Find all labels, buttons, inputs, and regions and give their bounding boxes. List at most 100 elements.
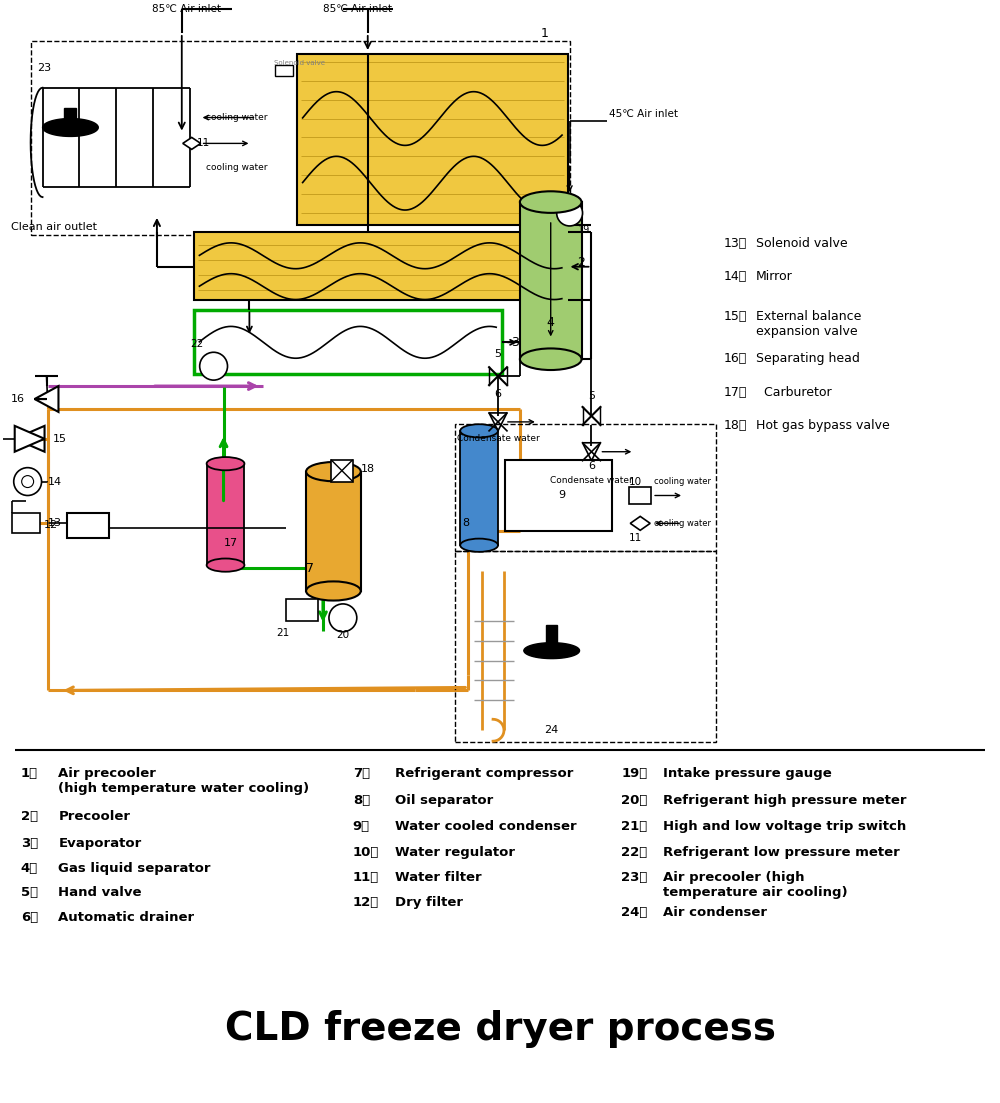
Text: 17: 17 [224, 538, 238, 548]
Polygon shape [35, 386, 58, 411]
Ellipse shape [306, 581, 361, 600]
Text: 22，: 22， [621, 846, 648, 858]
Text: CLD freeze dryer process: CLD freeze dryer process [225, 1009, 776, 1048]
Text: cooling water: cooling water [654, 478, 711, 486]
Text: 13、: 13、 [724, 237, 747, 250]
Bar [520, 202, 582, 360]
Text: cooling water: cooling water [206, 163, 267, 172]
Text: 23，: 23， [621, 871, 648, 885]
Text: 4: 4 [547, 315, 555, 329]
Bar [67, 513, 109, 538]
Text: 3: 3 [511, 335, 519, 349]
Text: 11: 11 [629, 533, 643, 544]
Polygon shape [43, 128, 98, 137]
Bar [286, 599, 318, 621]
Text: 21，: 21， [621, 820, 648, 833]
Text: 85℃ Air inlet: 85℃ Air inlet [152, 4, 221, 14]
Text: Automatic drainer: Automatic drainer [58, 911, 195, 924]
Text: Water regulator: Water regulator [395, 846, 515, 858]
Text: 17、: 17、 [724, 386, 747, 399]
Text: Hot gas bypass valve: Hot gas bypass valve [756, 419, 889, 432]
Text: 8: 8 [462, 518, 469, 528]
Text: 18、: 18、 [724, 419, 747, 432]
Text: Solenoid valve: Solenoid valve [756, 237, 847, 250]
Text: 85℃ Air inlet: 85℃ Air inlet [323, 4, 392, 14]
Text: Air condenser: Air condenser [663, 907, 767, 919]
Text: Gas liquid separator: Gas liquid separator [58, 861, 211, 875]
Text: 24: 24 [545, 726, 559, 736]
Text: 12: 12 [43, 521, 57, 531]
Text: Carburetor: Carburetor [756, 386, 831, 399]
Bar [297, 54, 568, 225]
Text: 13: 13 [48, 518, 62, 528]
Text: Solenoid valve: Solenoid valve [274, 60, 325, 66]
Bar [12, 513, 40, 533]
Text: 16、: 16、 [724, 352, 747, 365]
Polygon shape [43, 118, 98, 128]
Text: Intake pressure gauge: Intake pressure gauge [663, 767, 832, 780]
Bar [31, 41, 570, 235]
Text: Mirror: Mirror [756, 270, 792, 282]
Text: Separating head: Separating head [756, 352, 859, 365]
Ellipse shape [207, 457, 244, 470]
Text: High and low voltage trip switch: High and low voltage trip switch [663, 820, 906, 833]
Text: 20: 20 [336, 630, 349, 640]
Bar [546, 624, 557, 643]
Bar [207, 463, 244, 565]
Text: 1: 1 [541, 28, 549, 41]
Text: 2，: 2， [21, 810, 38, 823]
Text: 11，: 11， [353, 871, 379, 885]
Text: cooling water: cooling water [206, 113, 267, 122]
Text: 12，: 12， [353, 897, 379, 909]
Bar [455, 552, 716, 742]
Text: Refrigerant high pressure meter: Refrigerant high pressure meter [663, 794, 907, 807]
Text: 19，: 19， [621, 767, 648, 780]
Bar [275, 65, 293, 76]
Text: 18: 18 [361, 463, 375, 473]
Text: Oil separator: Oil separator [395, 794, 493, 807]
Text: 9，: 9， [353, 820, 370, 833]
Bar [460, 431, 498, 545]
Text: 5: 5 [495, 350, 502, 360]
Text: 4，: 4， [21, 861, 38, 875]
Ellipse shape [520, 191, 582, 213]
Text: 6: 6 [588, 461, 595, 471]
Ellipse shape [520, 349, 582, 370]
Text: Water cooled condenser: Water cooled condenser [395, 820, 576, 833]
Text: 7，: 7， [353, 767, 370, 780]
Text: cooling water: cooling water [654, 518, 711, 528]
Text: 5，: 5， [21, 887, 38, 899]
Text: Dry filter: Dry filter [395, 897, 463, 909]
Bar [64, 108, 76, 128]
Polygon shape [15, 426, 45, 452]
Text: 9: 9 [559, 491, 566, 501]
Text: 6，: 6， [21, 911, 38, 924]
Circle shape [329, 604, 357, 632]
Text: 5: 5 [588, 392, 595, 401]
Text: Air precooler (high
temperature air cooling): Air precooler (high temperature air cool… [663, 871, 848, 899]
Text: 14: 14 [48, 476, 62, 486]
Text: 23: 23 [38, 63, 52, 73]
Text: 16: 16 [11, 394, 25, 404]
Circle shape [200, 352, 228, 381]
Text: 8，: 8， [353, 794, 370, 807]
Text: 15: 15 [53, 433, 66, 443]
Text: 10: 10 [629, 476, 642, 486]
Text: Water filter: Water filter [395, 871, 481, 885]
Text: Refrigerant low pressure meter: Refrigerant low pressure meter [663, 846, 900, 858]
Text: Evaporator: Evaporator [58, 837, 142, 849]
Bar [505, 460, 612, 532]
Ellipse shape [207, 558, 244, 571]
Text: Refrigerant compressor: Refrigerant compressor [395, 767, 573, 780]
Bar [629, 486, 651, 504]
Text: Condensate water: Condensate water [457, 435, 539, 443]
Polygon shape [183, 138, 201, 149]
Text: 20，: 20， [621, 794, 648, 807]
Text: 2: 2 [578, 256, 585, 269]
Bar [455, 424, 716, 552]
Text: 19: 19 [578, 225, 590, 235]
Text: 45℃ Air inlet: 45℃ Air inlet [609, 108, 678, 118]
Text: 22: 22 [190, 340, 204, 350]
Text: 1，: 1， [21, 767, 38, 780]
Ellipse shape [460, 538, 498, 552]
